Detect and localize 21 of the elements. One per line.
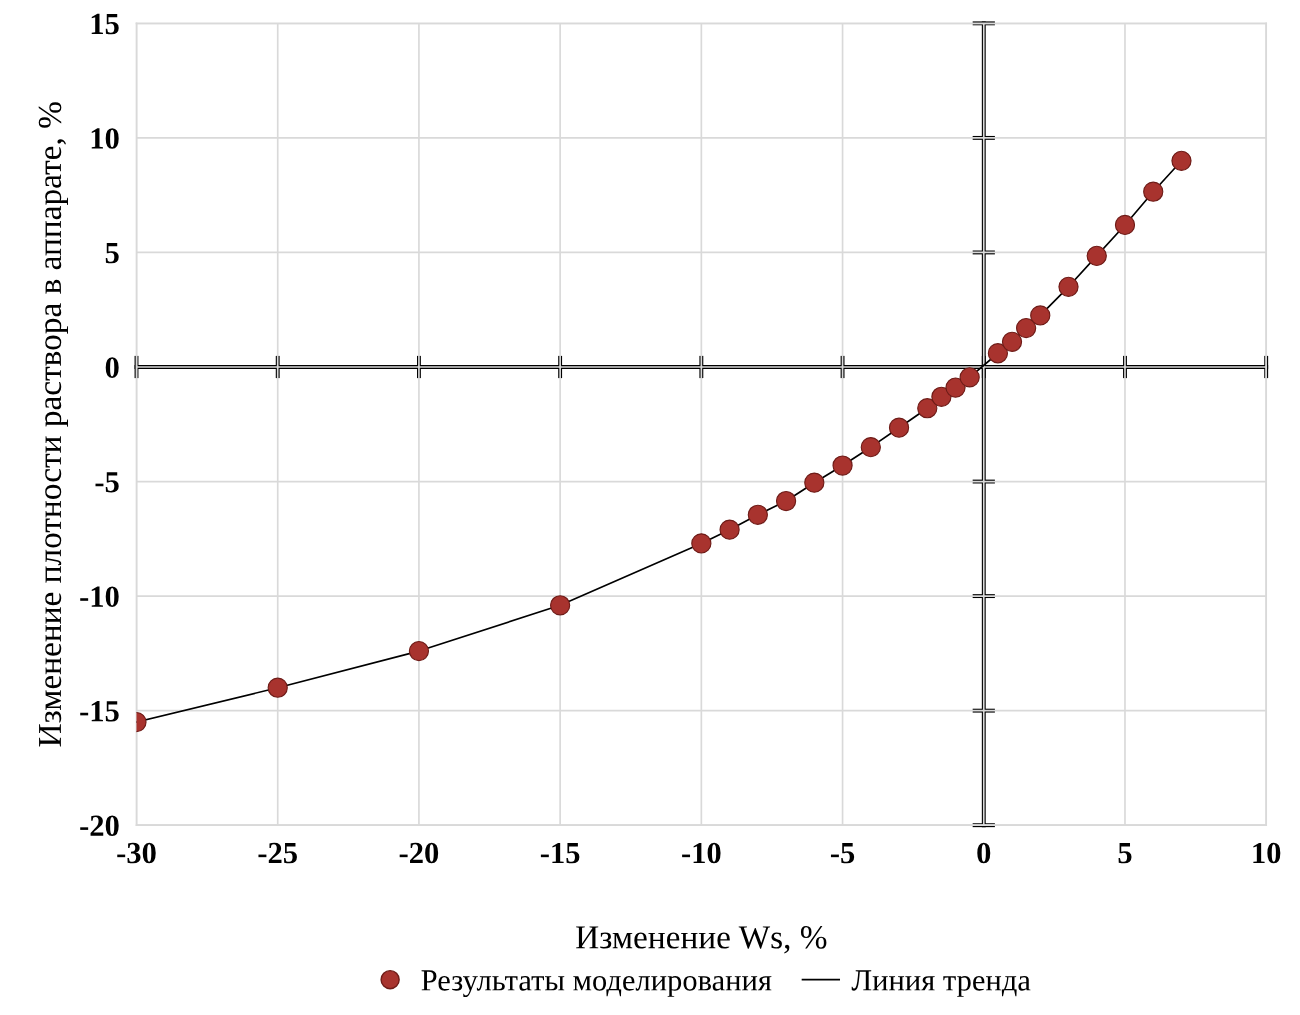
x-tick-label: -15 bbox=[540, 842, 580, 864]
x-tick-label: -25 bbox=[258, 842, 297, 864]
y-tick-label: 10 bbox=[91, 128, 119, 149]
y-tick-label: -20 bbox=[80, 815, 119, 837]
y-tick-label: -5 bbox=[95, 472, 119, 493]
x-tick-label: 0 bbox=[977, 842, 991, 864]
x-tick-label: 10 bbox=[1253, 842, 1281, 864]
x-tick-label: -5 bbox=[830, 843, 855, 864]
x-tick-label: 5 bbox=[1118, 843, 1132, 864]
y-axis-title: Изменение плотности раствора в аппарате, % bbox=[38, 102, 68, 747]
legend-label: Линия тренда bbox=[851, 970, 1031, 997]
y-tick-label: -10 bbox=[80, 586, 119, 607]
x-tick-label: -30 bbox=[117, 842, 156, 864]
x-axis-title: Изменение Ws, % bbox=[576, 926, 827, 954]
y-tick-label: 0 bbox=[105, 357, 119, 378]
y-tick-label: 5 bbox=[105, 243, 119, 264]
y-tick-label: 15 bbox=[91, 13, 119, 35]
legend-label: Результаты моделирования bbox=[421, 970, 772, 997]
x-tick-label: -10 bbox=[682, 842, 721, 864]
y-tick-label: -15 bbox=[80, 701, 119, 722]
x-tick-label: -20 bbox=[399, 842, 439, 864]
